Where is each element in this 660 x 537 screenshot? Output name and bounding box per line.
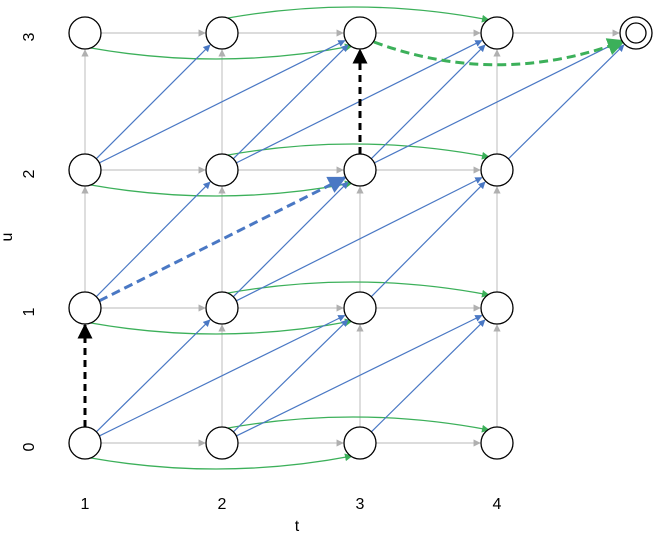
x-tick-label: 4 bbox=[493, 496, 502, 513]
node bbox=[343, 153, 377, 187]
edge bbox=[232, 181, 349, 298]
node bbox=[205, 291, 239, 325]
node bbox=[480, 16, 514, 50]
arc-edge bbox=[373, 38, 626, 67]
node bbox=[205, 153, 239, 187]
x-axis-label: t bbox=[295, 518, 300, 535]
edge bbox=[99, 314, 346, 437]
edge bbox=[236, 177, 483, 302]
arc-edge bbox=[90, 453, 353, 470]
node bbox=[205, 426, 239, 460]
arc-edge bbox=[90, 180, 353, 197]
y-axis-label: u bbox=[0, 233, 16, 242]
edge bbox=[232, 44, 349, 160]
node bbox=[68, 16, 102, 50]
edge bbox=[95, 319, 211, 433]
edge bbox=[233, 319, 349, 433]
edge bbox=[236, 314, 483, 437]
y-tick-label: 0 bbox=[21, 442, 38, 451]
arc-edge bbox=[90, 43, 353, 60]
x-tick-label: 3 bbox=[356, 496, 365, 513]
arc-edge bbox=[90, 318, 353, 335]
node bbox=[480, 291, 514, 325]
node bbox=[68, 291, 102, 325]
edge bbox=[507, 44, 625, 160]
arc-edge bbox=[227, 416, 490, 433]
node bbox=[68, 426, 102, 460]
x-tick-label: 2 bbox=[218, 496, 227, 513]
edge bbox=[95, 181, 211, 298]
node bbox=[343, 291, 377, 325]
y-tick-label: 3 bbox=[21, 32, 38, 41]
node bbox=[480, 153, 514, 187]
node bbox=[480, 426, 514, 460]
nodes bbox=[68, 16, 653, 460]
final-node bbox=[619, 16, 653, 50]
node bbox=[343, 16, 377, 50]
edges bbox=[77, 6, 626, 470]
edge bbox=[95, 44, 211, 160]
edge bbox=[99, 40, 346, 164]
x-tick-label: 1 bbox=[81, 496, 90, 513]
y-tick-label: 1 bbox=[21, 307, 38, 316]
edge bbox=[374, 40, 622, 164]
node bbox=[68, 153, 102, 187]
node bbox=[205, 16, 239, 50]
edge bbox=[370, 181, 486, 298]
edge bbox=[98, 176, 347, 303]
y-tick-label: 2 bbox=[21, 169, 38, 178]
arc-edge bbox=[227, 6, 490, 23]
edge bbox=[370, 319, 486, 433]
final-node-inner bbox=[625, 22, 647, 44]
edge bbox=[370, 44, 486, 160]
node bbox=[343, 426, 377, 460]
